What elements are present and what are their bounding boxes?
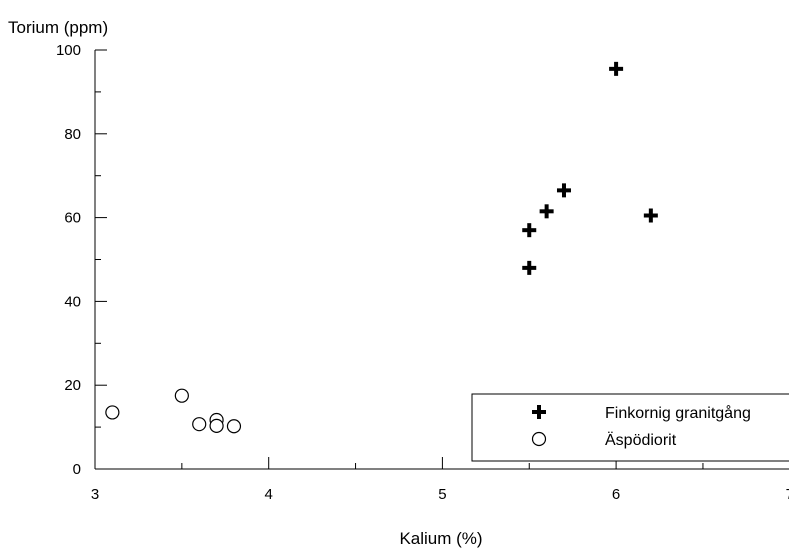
x-tick-label: 4: [265, 486, 273, 503]
data-point-plus: [522, 260, 537, 275]
y-axis: 0 20 40 60 80 100: [56, 42, 107, 478]
y-tick-label: 40: [64, 293, 81, 310]
data-point-plus: [556, 183, 571, 198]
data-point-circle: [226, 419, 242, 434]
legend-label: Äspödiorit: [605, 431, 677, 449]
data-point-circle: [192, 417, 207, 432]
y-axis-title: Torium (ppm): [8, 18, 108, 37]
y-tick-label: 0: [73, 461, 81, 478]
x-tick-label: 7: [786, 486, 789, 503]
data-points: [105, 61, 658, 434]
y-tick-label: 60: [64, 210, 81, 227]
data-point-plus: [539, 204, 554, 219]
legend-marker-circle: [531, 431, 547, 447]
data-point-circle: [174, 388, 189, 403]
data-point-circle: [209, 418, 224, 433]
legend-box: [471, 393, 789, 462]
legend-label: Finkornig granitgång: [605, 404, 751, 422]
x-axis: 3 4 5 6 7: [91, 457, 789, 503]
y-tick-label: 20: [64, 377, 81, 394]
data-point-plus: [609, 61, 624, 76]
x-tick-label: 3: [91, 486, 99, 503]
legend-marker-plus: [532, 405, 546, 419]
data-point-circle: [105, 405, 120, 420]
y-tick-label: 100: [56, 42, 81, 59]
data-point-plus: [522, 223, 537, 238]
y-tick-label: 80: [64, 126, 81, 143]
x-tick-label: 5: [438, 486, 446, 503]
x-axis-title: Kalium (%): [399, 529, 482, 548]
legend: Finkornig granitgång Äspödiorit: [471, 393, 789, 462]
data-point-plus: [643, 208, 658, 223]
x-tick-label: 6: [612, 486, 620, 503]
